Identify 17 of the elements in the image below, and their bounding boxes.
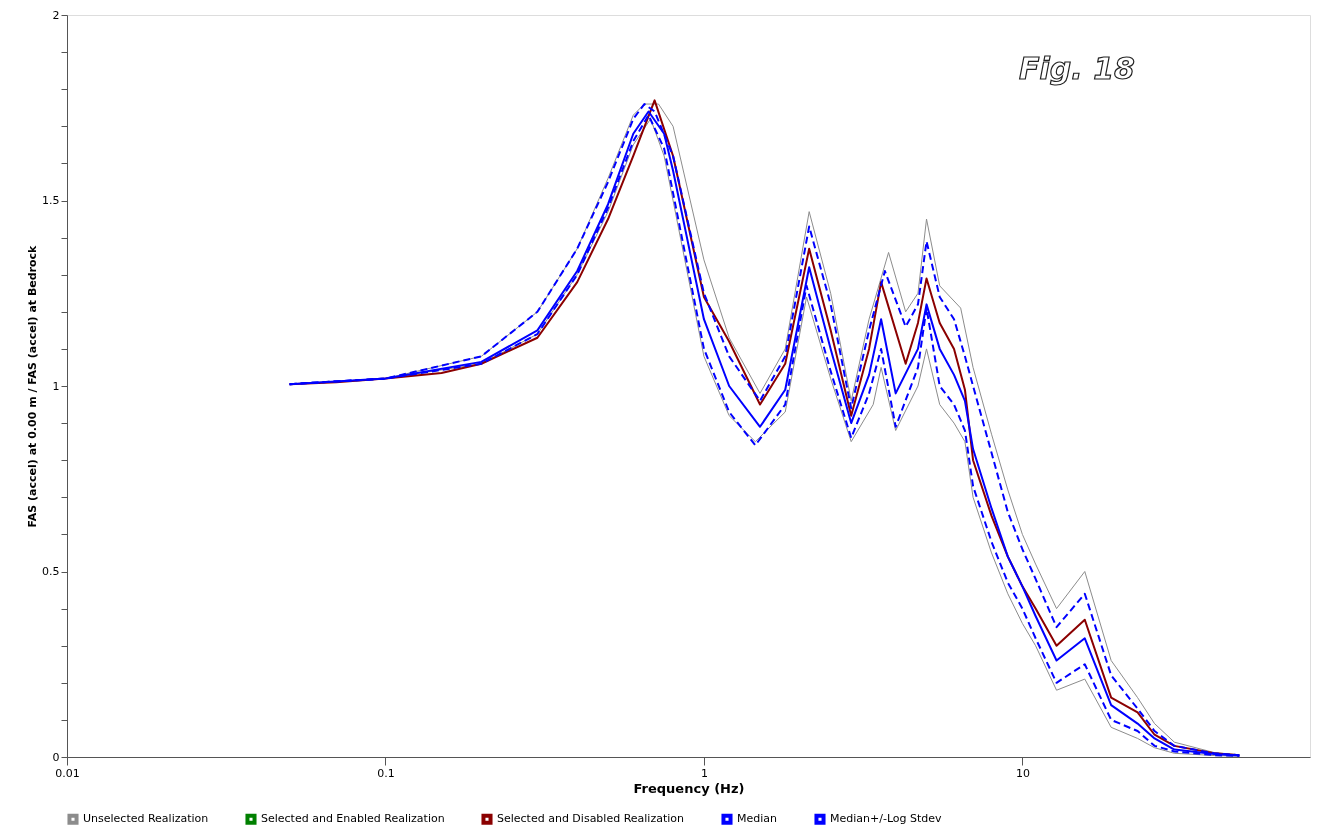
legend-label: Median bbox=[737, 812, 778, 826]
y-tick-label: 0 bbox=[52, 750, 60, 764]
annotation: Fig. 18 bbox=[1019, 51, 1135, 86]
y-axis-title: FAS (accel) at 0.00 m / FAS (accel) at Bedrock bbox=[26, 244, 40, 528]
y-tick-label: 1.5 bbox=[42, 194, 60, 207]
y-tick-label: 2 bbox=[52, 8, 60, 22]
x-tick-label: 0.01 bbox=[55, 766, 80, 780]
legend-label: Median+/-Log Stdev bbox=[830, 812, 943, 826]
legend-label: Selected and Enabled Realization bbox=[261, 812, 445, 826]
y-tick-label: 1 bbox=[52, 379, 60, 393]
x-tick-label: 1 bbox=[700, 766, 708, 780]
x-axis-title: Frequency (Hz) bbox=[633, 780, 745, 796]
y-tick-label: 0.5 bbox=[42, 565, 60, 578]
x-tick-label: 0.1 bbox=[377, 766, 395, 780]
legend-label: Unselected Realization bbox=[83, 812, 209, 826]
legend-label: Selected and Disabled Realization bbox=[497, 812, 685, 826]
x-tick-label: 10 bbox=[1015, 766, 1030, 780]
